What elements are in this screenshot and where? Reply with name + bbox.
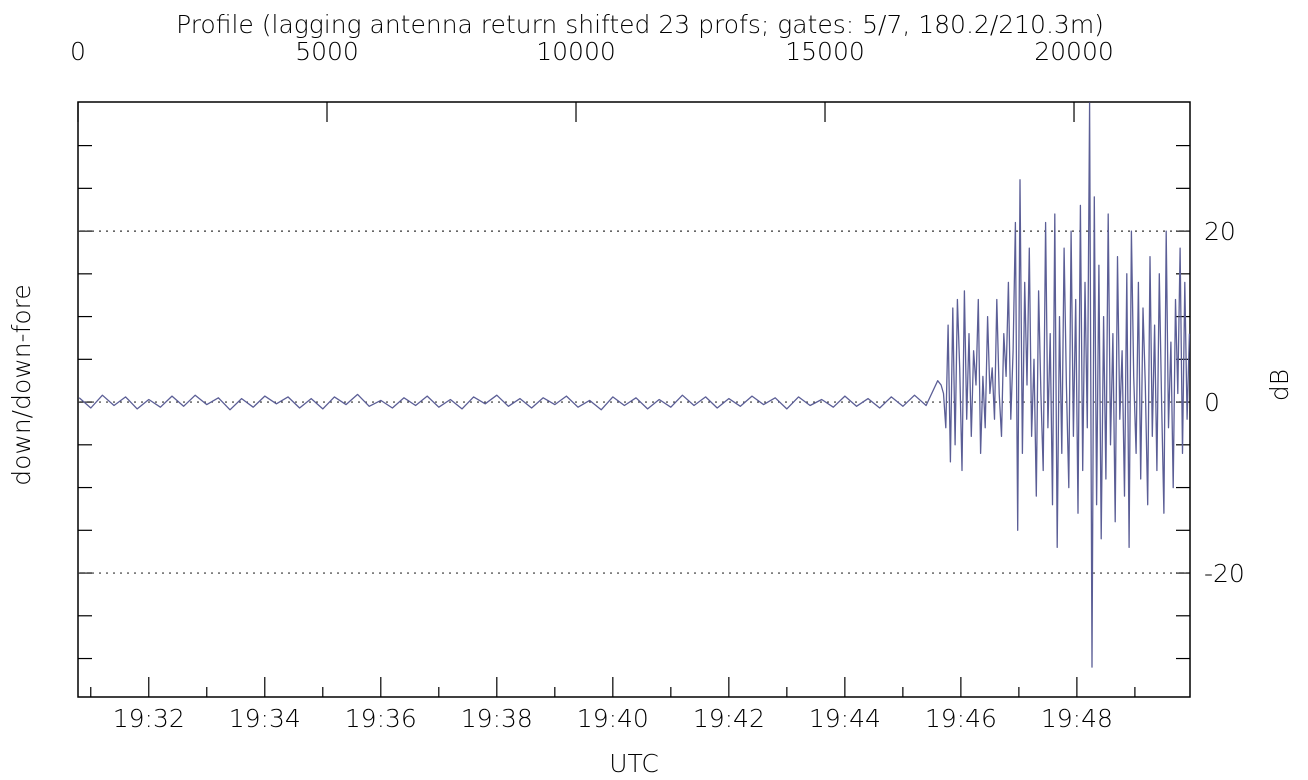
y-axis-label: down/down-fore xyxy=(7,284,36,486)
x-tick-label: 19:40 xyxy=(577,704,649,733)
y2-tick-label: -20 xyxy=(1204,559,1245,588)
plot-frame xyxy=(77,101,1191,698)
x-tick-label: 19:34 xyxy=(229,704,301,733)
x-tick-label: 19:48 xyxy=(1041,704,1113,733)
data-line xyxy=(78,102,1191,668)
y2-tick-label: 0 xyxy=(1204,388,1220,417)
x-axis-label: UTC xyxy=(609,749,659,778)
x2-tick-label: 15000 xyxy=(785,37,865,66)
x-tick-label: 19:38 xyxy=(461,704,533,733)
x2-tick-label: 20000 xyxy=(1034,37,1114,66)
x2-tick-label: 0 xyxy=(70,37,86,66)
x2-tick-label: 5000 xyxy=(295,37,359,66)
chart-title: Profile (lagging antenna return shifted … xyxy=(176,10,1104,39)
x-tick-label: 19:44 xyxy=(809,704,881,733)
x-tick-label: 19:46 xyxy=(925,704,997,733)
x-tick-label: 19:32 xyxy=(113,704,185,733)
y2-tick-label: 20 xyxy=(1204,217,1236,246)
y2-axis-label: dB xyxy=(1265,369,1294,401)
x-tick-label: 19:42 xyxy=(693,704,765,733)
x-tick-label: 19:36 xyxy=(345,704,417,733)
x2-tick-label: 10000 xyxy=(536,37,616,66)
